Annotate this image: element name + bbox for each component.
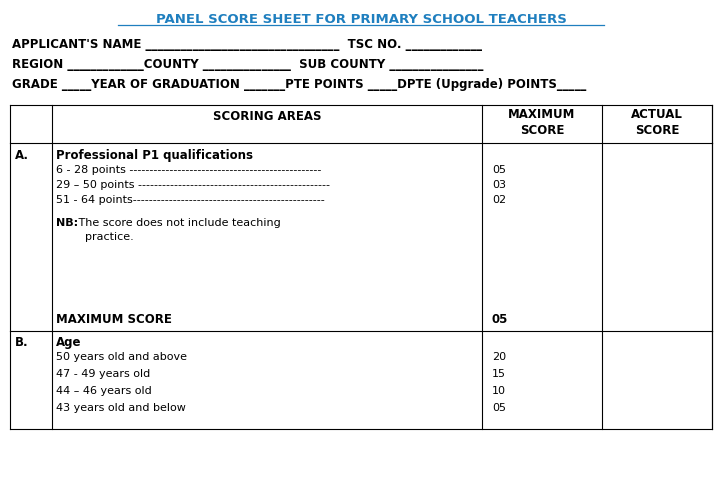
Text: MAXIMUM
SCORE: MAXIMUM SCORE — [508, 108, 575, 137]
Text: 50 years old and above: 50 years old and above — [56, 352, 187, 362]
Text: 6 - 28 points ------------------------------------------------: 6 - 28 points --------------------------… — [56, 165, 321, 175]
Text: MAXIMUM SCORE: MAXIMUM SCORE — [56, 313, 172, 326]
Text: 20: 20 — [492, 352, 506, 362]
Text: 05: 05 — [492, 313, 508, 326]
Text: B.: B. — [15, 336, 29, 349]
Text: SCORING AREAS: SCORING AREAS — [213, 110, 321, 123]
Text: The score does not include teaching: The score does not include teaching — [75, 218, 281, 228]
Text: 02: 02 — [492, 195, 506, 205]
Text: 05: 05 — [492, 403, 506, 413]
Text: ACTUAL
SCORE: ACTUAL SCORE — [631, 108, 683, 137]
Text: 05: 05 — [492, 165, 506, 175]
Text: 03: 03 — [492, 180, 506, 190]
Text: practice.: practice. — [85, 232, 134, 242]
Text: 44 – 46 years old: 44 – 46 years old — [56, 386, 152, 396]
Text: 15: 15 — [492, 369, 506, 379]
Text: NB:: NB: — [56, 218, 78, 228]
Text: GRADE _____YEAR OF GRADUATION _______PTE POINTS _____DPTE (Upgrade) POINTS_____: GRADE _____YEAR OF GRADUATION _______PTE… — [12, 78, 586, 91]
Text: Professional P1 qualifications: Professional P1 qualifications — [56, 149, 253, 162]
Text: A.: A. — [15, 149, 29, 162]
Text: 51 - 64 points------------------------------------------------: 51 - 64 points--------------------------… — [56, 195, 325, 205]
Text: 47 - 49 years old: 47 - 49 years old — [56, 369, 150, 379]
Text: 10: 10 — [492, 386, 506, 396]
Text: PANEL SCORE SHEET FOR PRIMARY SCHOOL TEACHERS: PANEL SCORE SHEET FOR PRIMARY SCHOOL TEA… — [155, 13, 567, 26]
Text: APPLICANT'S NAME _________________________________  TSC NO. _____________: APPLICANT'S NAME _______________________… — [12, 38, 482, 51]
Text: 43 years old and below: 43 years old and below — [56, 403, 186, 413]
Text: REGION _____________COUNTY _______________  SUB COUNTY ________________: REGION _____________COUNTY _____________… — [12, 58, 483, 71]
Text: Age: Age — [56, 336, 82, 349]
Text: 29 – 50 points ------------------------------------------------: 29 – 50 points -------------------------… — [56, 180, 330, 190]
